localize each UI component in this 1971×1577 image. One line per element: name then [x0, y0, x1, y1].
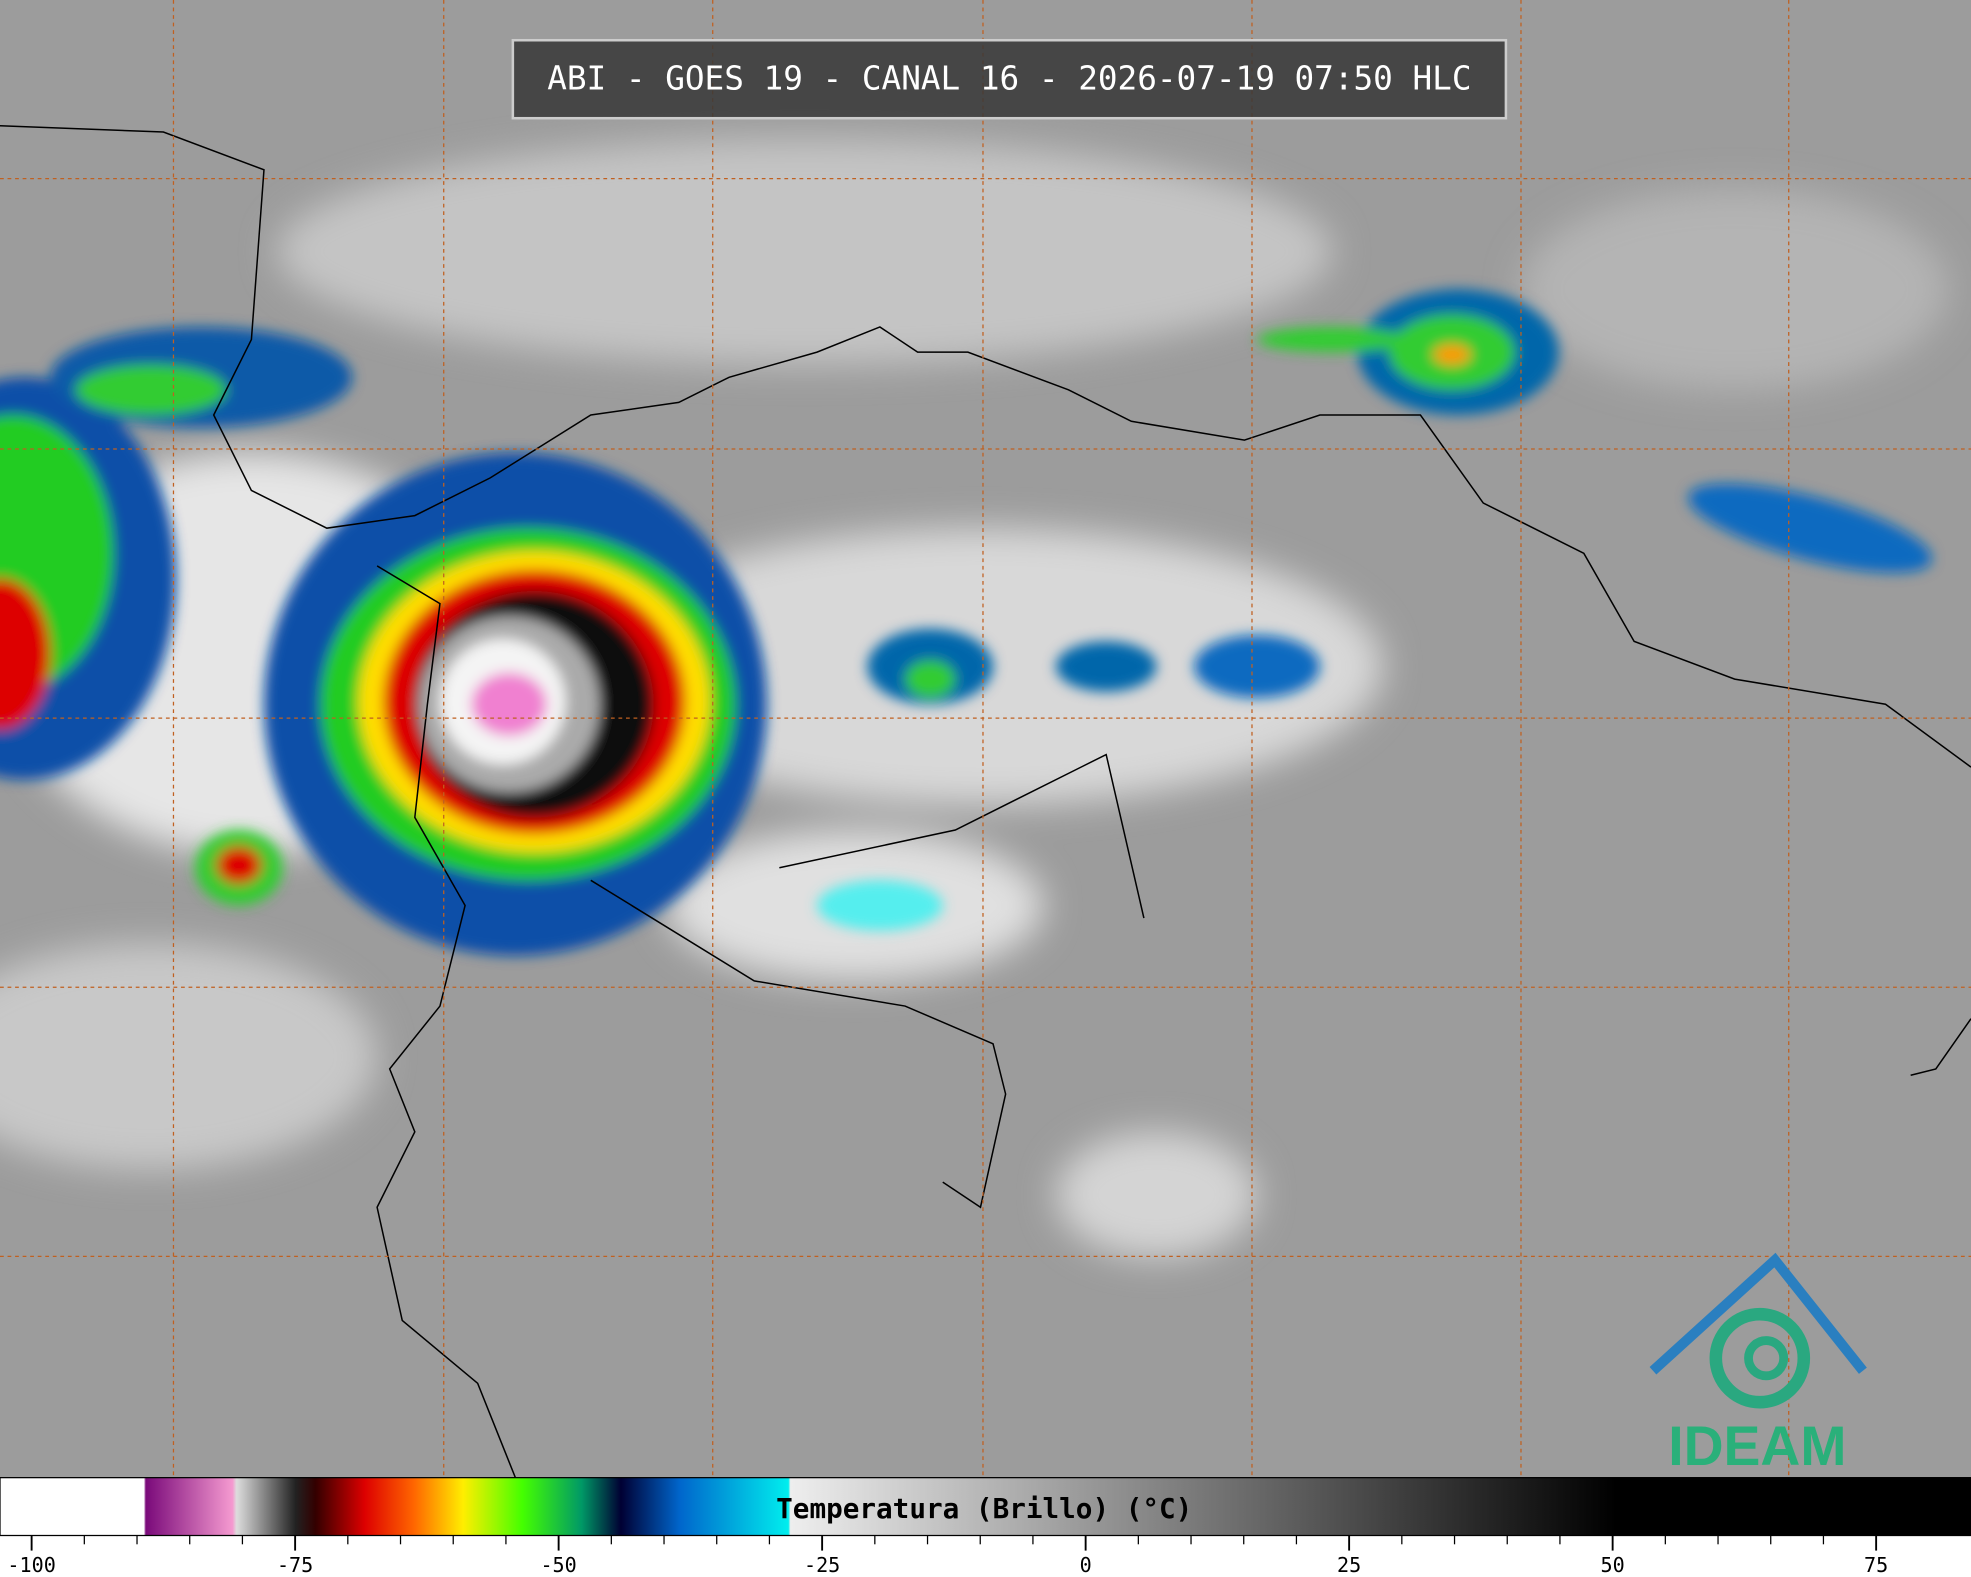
- convection: [0, 289, 1932, 956]
- colorbar-tick-label: -100: [7, 1553, 55, 1577]
- colorbar-tick-label: 25: [1337, 1553, 1361, 1577]
- logo: IDEAM: [1649, 1252, 1867, 1477]
- colorbar-tick-label: -75: [277, 1553, 313, 1577]
- coastlines: [0, 125, 1971, 1478]
- colorbar-tick-label: -50: [540, 1553, 576, 1577]
- logo-text: IDEAM: [1668, 1415, 1846, 1477]
- colorbar: [0, 1477, 1971, 1537]
- clouds: [0, 138, 1949, 1258]
- title: ABI - GOES 19 - CANAL 16 - 2026-07-19 07…: [547, 59, 1471, 97]
- colorbar-tick-label: 75: [1864, 1553, 1888, 1577]
- colorbar-tick-label: 50: [1601, 1553, 1625, 1577]
- colorbar-tick-label: -25: [804, 1553, 840, 1577]
- title-box: [511, 38, 1508, 120]
- graticule: [0, 0, 1971, 1478]
- colorbar-label: Temperatura (Brillo) (°C): [776, 1492, 1192, 1525]
- colorbar-tick-label: 0: [1080, 1553, 1092, 1577]
